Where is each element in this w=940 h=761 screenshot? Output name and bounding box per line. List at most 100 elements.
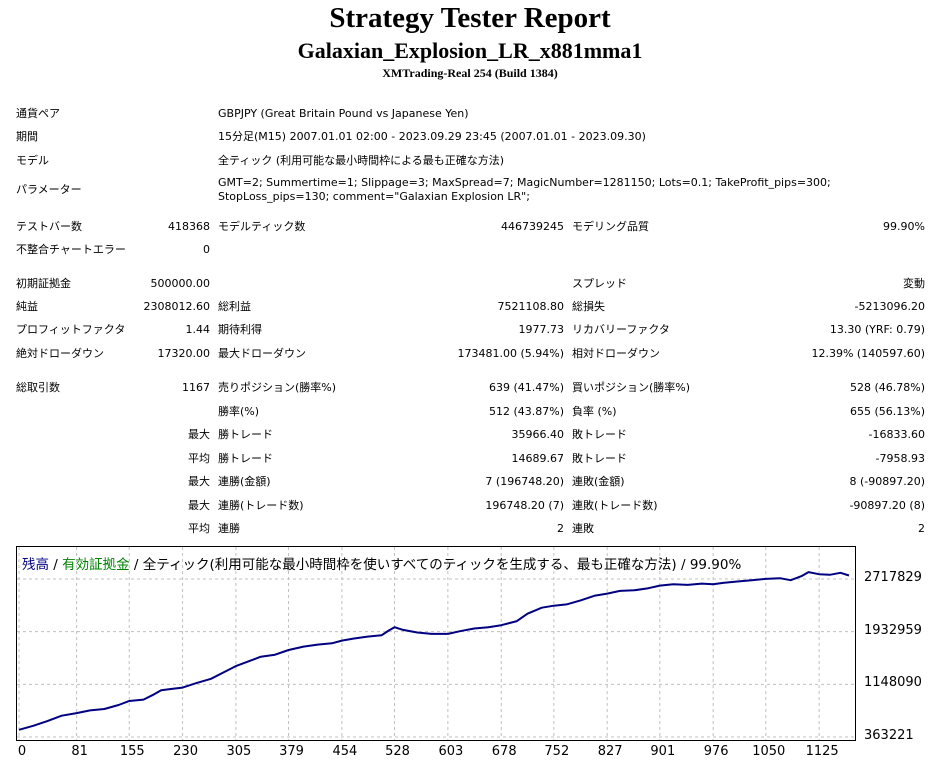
largest-loss-value: -16833.60 xyxy=(868,428,925,441)
max-consec-win-count-value: 196748.20 (7) xyxy=(485,499,564,512)
chart-legend: 残高 / 有効証拠金 / 全ティック(利用可能な最小時間枠を使いすべてのティック… xyxy=(22,553,741,573)
period-value: 15分足(M15) 2007.01.01 02:00 - 2023.09.29 … xyxy=(218,130,646,143)
x-tick-label: 305 xyxy=(226,744,252,759)
avg-label: 平均 xyxy=(188,522,210,535)
max-label: 最大 xyxy=(188,428,210,441)
pair-label: 通貨ペア xyxy=(16,107,60,120)
balance-chart-svg xyxy=(17,547,855,740)
server-info: XMTrading-Real 254 (Build 1384) xyxy=(382,66,558,80)
win-rate-value: 512 (43.87%) xyxy=(488,405,564,418)
profit-factor-label: プロフィットファクタ xyxy=(16,323,126,336)
avg-loss-value: -7958.93 xyxy=(875,452,925,465)
x-tick-label: 752 xyxy=(544,744,570,759)
y-tick-label: 363221 xyxy=(864,728,914,743)
avg-consec-loss-value: 2 xyxy=(918,522,925,535)
net-profit-value: 2308012.60 xyxy=(143,300,210,313)
avg-win-value: 14689.67 xyxy=(511,452,565,465)
long-positions-value: 528 (46.78%) xyxy=(849,381,925,394)
model-label: モデル xyxy=(16,154,49,167)
expected-payoff-label: 期待利得 xyxy=(218,323,262,336)
deposit-label: 初期証拠金 xyxy=(16,277,71,290)
avg-consec-win-value: 2 xyxy=(557,522,564,535)
max-label: 最大 xyxy=(188,475,210,488)
avg-win-label: 勝トレード xyxy=(218,452,273,465)
x-tick-label: 230 xyxy=(173,744,198,759)
rel-drawdown-value: 12.39% (140597.60) xyxy=(811,347,925,360)
bars-label: テストバー数 xyxy=(16,220,82,233)
win-rate-label: 勝率(%) xyxy=(218,405,260,418)
quality-label: モデリング品質 xyxy=(572,220,649,233)
loss-rate-value: 655 (56.13%) xyxy=(849,405,925,418)
max-label: 最大 xyxy=(188,499,210,512)
y-tick-label: 1148090 xyxy=(864,675,922,691)
gross-loss-value: -5213096.20 xyxy=(854,300,925,313)
expected-payoff-value: 1977.73 xyxy=(518,323,565,336)
loss-rate-label: 負率 (%) xyxy=(572,405,617,418)
avg-consec-loss-label: 連敗 xyxy=(572,522,594,535)
y-tick-label: 2717829 xyxy=(864,570,922,585)
x-tick-label: 0 xyxy=(17,744,27,759)
quality-value: 99.90% xyxy=(883,220,925,233)
short-positions-label: 売りポジション(勝率%) xyxy=(218,381,337,394)
max-consec-win-amount-label: 連勝(金額) xyxy=(218,475,271,488)
bars-value: 418368 xyxy=(168,220,210,233)
report-title: Strategy Tester Report xyxy=(329,2,611,34)
recovery-factor-label: リカバリーファクタ xyxy=(572,323,670,336)
deposit-value: 500000.00 xyxy=(150,277,211,290)
balance-chart xyxy=(16,546,856,741)
legend-description: / 全ティック(利用可能な最小時間枠を使いすべてのティックを生成する、最も正確な… xyxy=(129,557,742,573)
legend-equity: 有効証拠金 xyxy=(62,557,130,573)
pair-value: GBPJPY (Great Britain Pound vs Japanese … xyxy=(218,107,469,120)
total-trades-value: 1167 xyxy=(182,381,210,394)
model-value: 全ティック (利用可能な最小時間枠による最も正確な方法) xyxy=(218,154,505,167)
largest-win-label: 勝トレード xyxy=(218,428,273,441)
mismatch-value: 0 xyxy=(203,243,210,256)
long-positions-label: 買いポジション(勝率%) xyxy=(572,381,691,394)
x-tick-label: 528 xyxy=(385,744,410,759)
balance-series-line xyxy=(18,571,850,731)
x-tick-label: 603 xyxy=(438,744,464,759)
avg-consec-win-label: 連勝 xyxy=(218,522,240,535)
x-tick-label: 678 xyxy=(491,744,517,759)
period-label: 期間 xyxy=(16,130,38,143)
y-tick-label: 1932959 xyxy=(864,622,922,638)
max-consec-loss-amount-value: 8 (-90897.20) xyxy=(849,475,925,488)
legend-balance: 残高 xyxy=(22,557,49,573)
rel-drawdown-label: 相対ドローダウン xyxy=(572,347,660,360)
x-tick-label: 976 xyxy=(703,744,729,759)
net-profit-label: 純益 xyxy=(16,300,38,313)
recovery-factor-value: 13.30 (YRF: 0.79) xyxy=(829,323,925,336)
spread-label: スプレッド xyxy=(572,277,627,290)
x-tick-label: 379 xyxy=(279,744,304,759)
params-value: GMT=2; Summertime=1; Slippage=3; MaxSpre… xyxy=(218,176,831,203)
params-label: パラメーター xyxy=(16,183,82,196)
x-tick-label: 454 xyxy=(332,744,358,759)
short-positions-value: 639 (41.47%) xyxy=(488,381,564,394)
ticks-value: 446739245 xyxy=(501,220,564,233)
x-tick-label: 901 xyxy=(650,744,676,759)
x-tick-label: 827 xyxy=(597,744,623,759)
largest-win-value: 35966.40 xyxy=(511,428,565,441)
max-drawdown-value: 173481.00 (5.94%) xyxy=(457,347,564,360)
x-tick-label: 1050 xyxy=(752,744,786,759)
abs-drawdown-label: 絶対ドローダウン xyxy=(16,347,104,360)
gross-profit-value: 7521108.80 xyxy=(497,300,564,313)
gross-profit-label: 総利益 xyxy=(218,300,251,313)
max-drawdown-label: 最大ドローダウン xyxy=(218,347,306,360)
max-consec-win-amount-value: 7 (196748.20) xyxy=(485,475,564,488)
profit-factor-value: 1.44 xyxy=(185,323,211,336)
max-consec-loss-count-value: -90897.20 (8) xyxy=(849,499,925,512)
expert-name: Galaxian_Explosion_LR_x881mma1 xyxy=(297,38,643,63)
ticks-label: モデルティック数 xyxy=(218,220,306,233)
abs-drawdown-value: 17320.00 xyxy=(157,347,211,360)
x-tick-label: 81 xyxy=(71,744,88,759)
total-trades-label: 総取引数 xyxy=(16,381,60,394)
mismatch-label: 不整合チャートエラー xyxy=(16,243,126,256)
max-consec-win-count-label: 連勝(トレード数) xyxy=(218,499,304,512)
spread-value: 変動 xyxy=(903,277,925,290)
avg-label: 平均 xyxy=(188,452,210,465)
legend-separator: / xyxy=(49,557,63,573)
largest-loss-label: 敗トレード xyxy=(572,428,627,441)
max-consec-loss-amount-label: 連敗(金額) xyxy=(572,475,625,488)
avg-loss-label: 敗トレード xyxy=(572,452,627,465)
